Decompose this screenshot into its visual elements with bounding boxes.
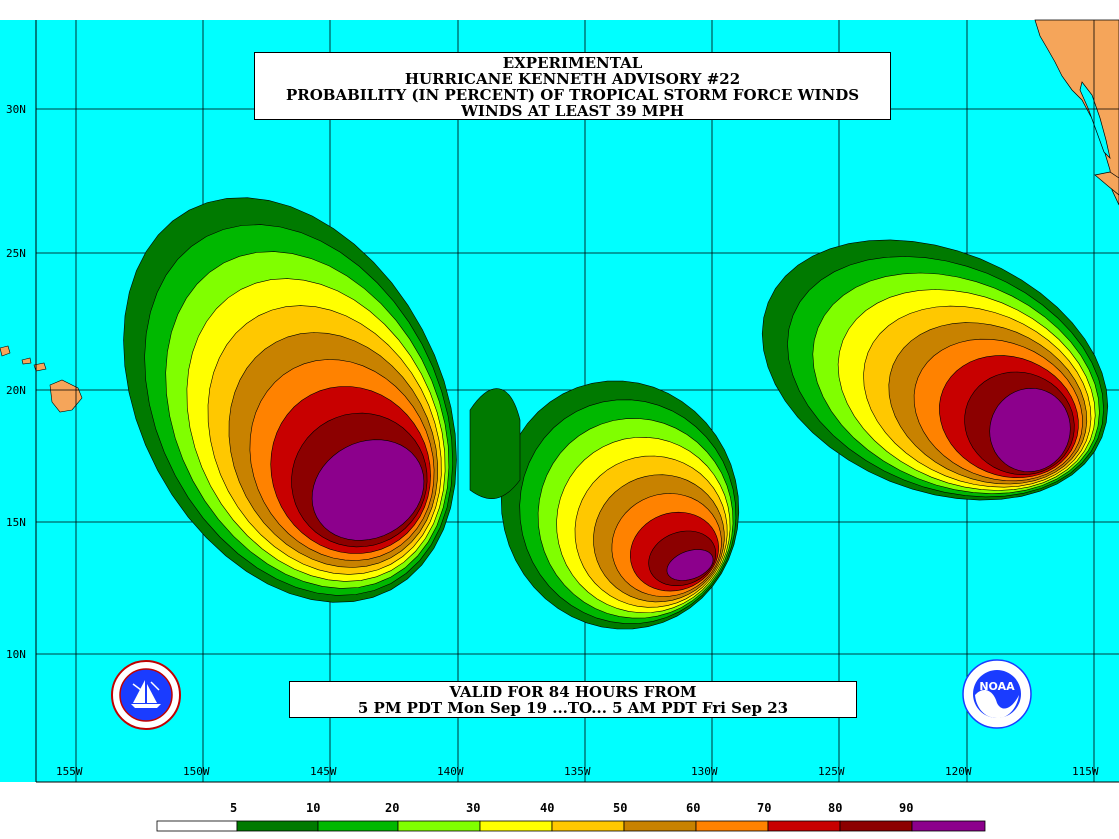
kenneth-west-swath-contour-90 — [311, 439, 425, 541]
legend-label-40: 40 — [540, 801, 555, 815]
legend-swatch-3 — [397, 820, 481, 832]
legend-color-bar — [156, 820, 986, 832]
legend-swatch-2 — [317, 820, 399, 832]
kenneth-west-swath — [123, 197, 457, 603]
legend-swatch-5 — [551, 820, 625, 832]
title-line-2: HURRICANE KENNETH ADVISORY #22 — [404, 70, 741, 88]
valid-line-1: VALID FOR 84 HOURS FROM — [449, 683, 697, 701]
svg-text:NOAA: NOAA — [979, 680, 1015, 693]
legend-swatch-1 — [236, 820, 319, 832]
legend-label-50: 50 — [613, 801, 628, 815]
lon-label-125w: 125W — [818, 765, 845, 778]
title-line-3: PROBABILITY (IN PERCENT) OF TROPICAL STO… — [285, 86, 860, 104]
lat-label-15n: 15N — [6, 516, 26, 529]
valid-line-2: 5 PM PDT Mon Sep 19 ...TO... 5 AM PDT Fr… — [357, 699, 789, 717]
legend-swatch-0 — [156, 820, 238, 832]
legend-swatch-6 — [623, 820, 697, 832]
probability-contours — [123, 197, 1109, 630]
lat-label-30n: 30N — [6, 103, 26, 116]
lon-label-155w: 155W — [56, 765, 83, 778]
baja-land — [1034, 19, 1119, 206]
swath-connector — [469, 388, 521, 499]
lon-label-135w: 135W — [564, 765, 591, 778]
lon-label-145w: 145W — [310, 765, 337, 778]
title-box: EXPERIMENTAL HURRICANE KENNETH ADVISORY … — [254, 52, 891, 120]
legend-swatch-10 — [911, 820, 986, 832]
nws-logo-icon — [111, 660, 181, 730]
lon-label-150w: 150W — [183, 765, 210, 778]
lon-label-140w: 140W — [437, 765, 464, 778]
legend-swatch-8 — [767, 820, 841, 832]
kenneth-central-swath — [500, 380, 740, 630]
legend-swatch-7 — [695, 820, 769, 832]
lat-label-20n: 20N — [6, 384, 26, 397]
legend-label-80: 80 — [828, 801, 843, 815]
legend-label-30: 30 — [466, 801, 481, 815]
hawaii-land — [0, 345, 83, 413]
kenneth-east-swath — [761, 239, 1109, 501]
legend-label-70: 70 — [757, 801, 772, 815]
noaa-logo-icon: NOAA — [962, 659, 1032, 729]
title-line-1: EXPERIMENTAL — [502, 54, 643, 72]
legend-swatch-9 — [839, 820, 913, 832]
lon-label-115w: 115W — [1072, 765, 1099, 778]
legend-label-20: 20 — [385, 801, 400, 815]
legend-label-5: 5 — [230, 801, 238, 815]
legend-label-10: 10 — [306, 801, 321, 815]
kenneth-east-swath-contour-90 — [989, 387, 1071, 473]
valid-time-box: VALID FOR 84 HOURS FROM 5 PM PDT Mon Sep… — [289, 681, 857, 718]
legend-label-90: 90 — [899, 801, 914, 815]
lat-label-10n: 10N — [6, 648, 26, 661]
lat-label-25n: 25N — [6, 247, 26, 260]
lon-label-120w: 120W — [945, 765, 972, 778]
legend-swatch-4 — [479, 820, 553, 832]
kenneth-central-swath-contour-90 — [666, 549, 714, 581]
legend-label-60: 60 — [686, 801, 701, 815]
lon-label-130w: 130W — [691, 765, 718, 778]
title-line-4: WINDS AT LEAST 39 MPH — [461, 102, 684, 120]
